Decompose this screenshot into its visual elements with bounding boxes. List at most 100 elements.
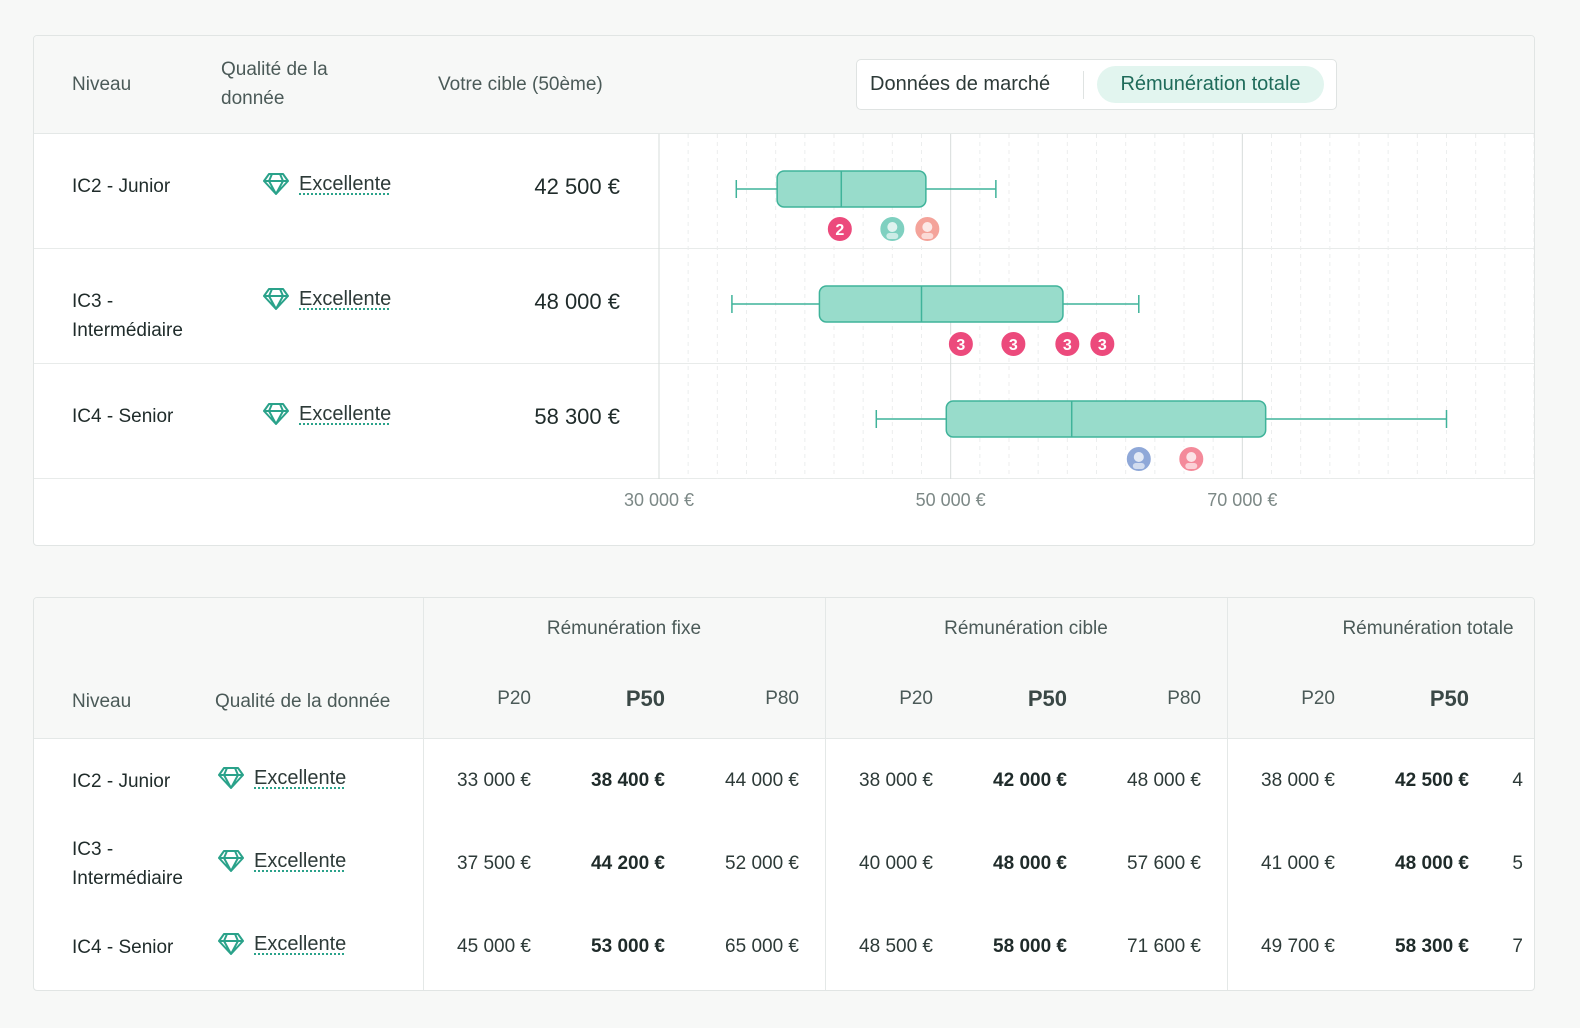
- diamond-icon: [263, 288, 289, 310]
- iqr-box: [776, 170, 927, 208]
- value-cell: 52 000 €: [725, 853, 799, 874]
- quality-link[interactable]: Excellente: [254, 849, 347, 872]
- value-cell: 49 700 €: [1261, 936, 1335, 957]
- avatar-head: [1133, 452, 1144, 462]
- header-target: Votre cible (50ème): [438, 74, 603, 95]
- iqr-box: [818, 285, 1064, 323]
- value-cell: 38 000 €: [1261, 770, 1335, 791]
- group-label-total: Rémunération totale: [1342, 618, 1514, 639]
- column-divider: [423, 598, 424, 990]
- avatar-head: [922, 222, 933, 232]
- x-tick-label: 30 000 €: [624, 490, 694, 510]
- diamond-icon: [263, 403, 289, 425]
- table-row: IC2 - Junior Excellente 42 500 €: [34, 134, 1534, 249]
- header-quality: Qualité de la donnée: [215, 691, 391, 712]
- col-p50: P50: [1429, 686, 1469, 711]
- target-value: 58 300 €: [534, 404, 620, 429]
- table-row: IC4 - Senior Excellente 58 300 €: [34, 364, 1534, 479]
- value-cell: 48 000 €: [1127, 770, 1201, 791]
- value-cell: 57 600 €: [1127, 853, 1201, 874]
- count-badge: [999, 330, 1028, 358]
- toggle-total-compensation[interactable]: Rémunération totale: [1097, 66, 1324, 103]
- value-cell: 45 000 €: [457, 936, 531, 957]
- value-cell: 58 300 €: [1395, 936, 1469, 957]
- col-p50: P50: [625, 686, 665, 711]
- header-level: Niveau: [72, 74, 132, 95]
- value-cell: 38 400 €: [591, 770, 665, 791]
- value-cell-truncated: 4: [1512, 770, 1523, 791]
- market-table-header: Niveau Qualité de la donnée Votre cible …: [34, 36, 1534, 134]
- table-row: IC3 - Intermédiaire Excellente 48 000 €: [34, 249, 1534, 364]
- row-level: IC4 - Senior: [72, 937, 174, 958]
- value-cell: 42 000 €: [993, 770, 1067, 791]
- avatar-body: [921, 233, 934, 239]
- count-badge-label: 3: [1009, 337, 1018, 354]
- group-label-fixed: Rémunération fixe: [546, 618, 702, 639]
- value-cell: 42 500 €: [1395, 770, 1469, 791]
- diamond-icon: [218, 850, 244, 872]
- value-cell: 58 000 €: [993, 936, 1067, 957]
- percentile-table-card: Niveau Qualité de la donnée Rémunération…: [33, 597, 1535, 991]
- value-cell: 41 000 €: [1261, 853, 1335, 874]
- count-badge-label: 3: [1098, 337, 1107, 354]
- row-level: IC3 - Intermédiaire: [72, 291, 183, 341]
- diamond-icon: [218, 767, 244, 789]
- salary-boxplot-chart: 30 000 € 50 000 € 70 000 € 2 3 3 3 3: [624, 134, 1534, 510]
- value-cell: 65 000 €: [725, 936, 799, 957]
- row-quality: Excellente: [218, 766, 346, 790]
- count-badge: [1053, 330, 1082, 358]
- count-badge: [1088, 330, 1117, 358]
- target-value: 42 500 €: [534, 174, 620, 199]
- avatar-body: [1132, 463, 1145, 469]
- group-label-target: Rémunération cible: [944, 618, 1108, 639]
- value-cell: 53 000 €: [591, 936, 665, 957]
- x-tick-label: 50 000 €: [916, 490, 986, 510]
- value-cell: 40 000 €: [859, 853, 933, 874]
- avatar-body: [1185, 463, 1198, 469]
- toggle-separator: [1083, 71, 1084, 99]
- header-quality: Qualité de la donnée: [221, 59, 328, 109]
- col-p20: P20: [497, 688, 531, 709]
- x-tick-label: 70 000 €: [1207, 490, 1277, 510]
- value-cell: 48 000 €: [1395, 853, 1469, 874]
- header-level: Niveau: [72, 691, 132, 712]
- column-divider: [1227, 598, 1228, 990]
- quality-link[interactable]: Excellente: [299, 172, 392, 195]
- diamond-icon: [218, 933, 244, 955]
- row-quality: Excellente: [263, 402, 391, 426]
- column-divider: [825, 598, 826, 990]
- value-cell: 48 500 €: [859, 936, 933, 957]
- value-cell: 71 600 €: [1127, 936, 1201, 957]
- count-badge: [946, 330, 975, 358]
- value-cell-truncated: 7: [1512, 936, 1523, 957]
- quality-link[interactable]: Excellente: [254, 932, 347, 955]
- col-p80: P80: [1167, 688, 1201, 709]
- col-p20: P20: [1301, 688, 1335, 709]
- row-level: IC4 - Senior: [72, 406, 174, 427]
- count-badge-label: 3: [1063, 337, 1072, 354]
- value-cell: 44 200 €: [591, 853, 665, 874]
- value-cell: 38 000 €: [859, 770, 933, 791]
- value-cell: 33 000 €: [457, 770, 531, 791]
- iqr-box: [945, 400, 1267, 438]
- count-badge: [825, 215, 854, 243]
- row-quality: Excellente: [218, 849, 346, 873]
- value-cell: 48 000 €: [993, 853, 1067, 874]
- quality-link[interactable]: Excellente: [254, 766, 347, 789]
- quality-link[interactable]: Excellente: [299, 402, 392, 425]
- col-p20: P20: [899, 688, 933, 709]
- row-level: IC2 - Junior: [72, 176, 171, 197]
- row-quality: Excellente: [218, 932, 346, 956]
- count-badge-label: 2: [835, 222, 844, 239]
- row-level: IC3 - Intermédiaire: [72, 839, 183, 889]
- value-cell-truncated: 5: [1512, 853, 1523, 874]
- diamond-icon: [263, 173, 289, 195]
- value-cell: 44 000 €: [725, 770, 799, 791]
- percentile-table-header: Niveau Qualité de la donnée Rémunération…: [34, 598, 1534, 739]
- col-p80: P80: [765, 688, 799, 709]
- toggle-market-data[interactable]: Données de marché: [870, 73, 1051, 95]
- avatar-head: [1186, 452, 1197, 462]
- view-toggle: Données de marché Rémunération totale: [856, 59, 1337, 110]
- quality-link[interactable]: Excellente: [299, 287, 392, 310]
- market-data-card: Niveau Qualité de la donnée Votre cible …: [33, 35, 1535, 546]
